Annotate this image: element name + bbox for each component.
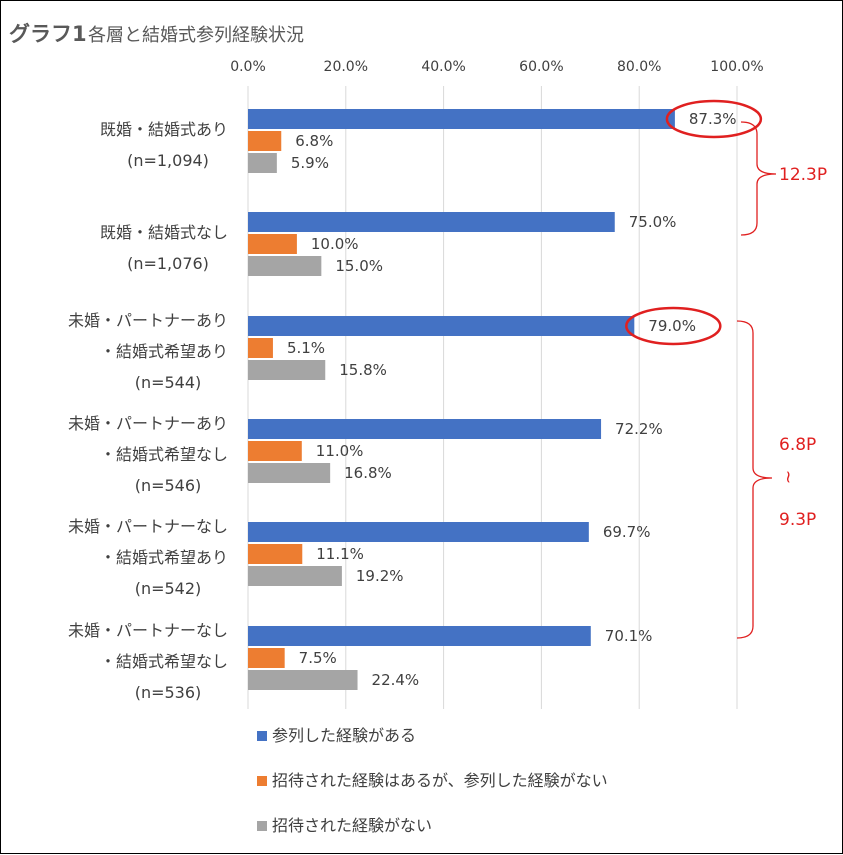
category-label: ・結婚式希望なし [100, 445, 228, 464]
category-label: (n=536) [135, 683, 202, 702]
data-labels: 87.3% 75.0% 79.0% 72.2% 69.7% 70.1% 6.8% 10.0% 5… [287, 110, 737, 689]
data-label: 79.0% [648, 317, 696, 335]
bar [248, 360, 326, 380]
bars [248, 109, 675, 690]
category-label: 未婚・パートナーあり [68, 311, 228, 330]
bar [248, 109, 675, 129]
data-label: 69.7% [603, 523, 651, 541]
data-label: 15.8% [339, 361, 387, 379]
x-tick-label: 0.0% [230, 59, 266, 75]
category-label: (n=546) [135, 476, 202, 495]
category-label: 未婚・パートナーなし [68, 621, 228, 640]
category-label: (n=544) [135, 373, 202, 392]
legend-label: 招待された経験はあるが、参列した経験がない [272, 771, 608, 790]
category-label: (n=542) [135, 579, 202, 598]
bar [248, 316, 635, 336]
category-label: 未婚・パートナーなし [68, 517, 228, 536]
bar [248, 419, 602, 439]
category-labels: 既婚・結婚式あり (n=1,094) 既婚・結婚式なし (n=1,076) 未婚・パート… [68, 120, 228, 702]
bracket-label: 9.3P [779, 510, 816, 530]
x-tick-label: 80.0% [617, 59, 661, 75]
legend-swatch [257, 821, 267, 831]
data-label: 87.3% [689, 110, 737, 128]
bar [248, 131, 282, 151]
annotations: 12.3P 6.8P ~9.3P [625, 99, 827, 639]
category-label: ・結婚式希望あり [100, 548, 228, 567]
bar [248, 544, 303, 564]
data-label: 72.2% [615, 420, 663, 438]
data-label: 16.8% [344, 464, 392, 482]
bar [248, 441, 302, 461]
bar [248, 566, 342, 586]
category-label: ・結婚式希望なし [100, 652, 228, 671]
bar [248, 463, 331, 483]
bracket [740, 121, 777, 236]
category-label: 既婚・結婚式なし [100, 223, 228, 242]
data-label: 5.1% [287, 339, 325, 357]
category-label: 既婚・結婚式あり [100, 120, 228, 139]
highlight-circle [625, 306, 722, 346]
x-tick-label: 40.0% [421, 59, 465, 75]
data-label: 10.0% [311, 235, 359, 253]
bar [248, 338, 273, 358]
category-label: (n=1,076) [127, 254, 209, 273]
gridlines [247, 86, 738, 709]
data-label: 70.1% [605, 627, 653, 645]
legend-swatch [257, 776, 267, 786]
bar [248, 648, 285, 668]
data-label: 7.5% [299, 649, 337, 667]
category-label: ・結婚式希望あり [100, 342, 228, 361]
x-tick-label: 20.0% [324, 59, 368, 75]
data-label: 75.0% [629, 213, 677, 231]
bar [248, 256, 322, 276]
data-label: 22.4% [372, 671, 420, 689]
category-label: 未婚・パートナーあり [68, 414, 228, 433]
data-label: 11.1% [316, 545, 364, 563]
data-label: 15.0% [335, 257, 383, 275]
data-label: 11.0% [316, 442, 364, 460]
bar [248, 670, 358, 690]
bar [248, 626, 591, 646]
bar [248, 234, 297, 254]
bracket-label-tilde: ~ [778, 470, 798, 484]
highlight-circle [665, 99, 763, 139]
data-label: 19.2% [356, 567, 404, 585]
bracket-label: 6.8P [779, 435, 816, 455]
bracket [736, 320, 773, 639]
chart-title: 各層と結婚式参列経験状況 [88, 25, 304, 46]
data-label: 6.8% [295, 132, 333, 150]
x-tick-label: 100.0% [710, 59, 763, 75]
x-tick-label: 60.0% [519, 59, 563, 75]
legend-label: 参列した経験がある [272, 726, 416, 745]
legend-label: 招待された経験がない [272, 816, 432, 835]
bar [248, 212, 615, 232]
bar [248, 153, 277, 173]
bracket-label: 12.3P [779, 165, 827, 185]
category-label: (n=1,094) [127, 151, 209, 170]
legend-swatch [257, 731, 267, 741]
chart-title-bold: グラフ1 [9, 22, 87, 46]
data-label: 5.9% [291, 154, 329, 172]
x-axis-ticks: 0.0% 20.0% 40.0% 60.0% 80.0% 100.0% [230, 59, 763, 75]
bar [248, 522, 589, 542]
